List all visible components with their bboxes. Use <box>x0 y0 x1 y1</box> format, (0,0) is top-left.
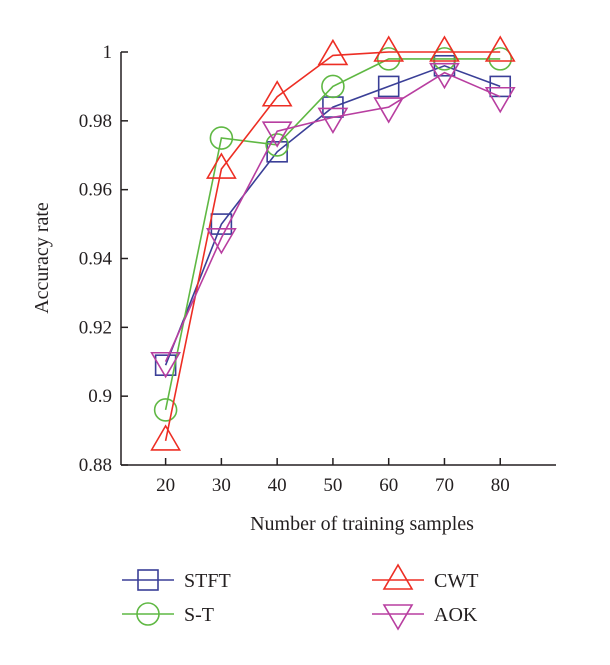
legend-label-s-t: S-T <box>184 604 214 626</box>
data-point-s-t <box>265 133 289 157</box>
x-tick-label: 20 <box>156 475 175 496</box>
data-point-cwt <box>317 38 349 66</box>
data-point-s-t <box>488 47 513 71</box>
legend-label-stft: STFT <box>184 570 231 592</box>
y-axis-label: Accuracy rate <box>31 202 53 314</box>
data-point-cwt <box>205 152 237 179</box>
y-tick-label: 0.88 <box>79 455 112 476</box>
x-tick-label: 30 <box>212 475 231 496</box>
data-point-s-t <box>153 398 178 422</box>
data-point-aok <box>373 97 405 124</box>
data-point-stft <box>210 213 233 235</box>
series-layer <box>150 35 516 451</box>
data-point-aok <box>261 121 293 148</box>
data-point-cwt <box>150 424 182 451</box>
x-tick-label: 60 <box>379 475 398 496</box>
legend-marker-stft <box>137 569 159 591</box>
legend-item-cwt: CWT <box>372 563 478 592</box>
data-point-cwt <box>373 35 405 62</box>
y-tick-label: 0.98 <box>79 111 112 132</box>
x-tick-label: 50 <box>323 475 342 496</box>
y-tick-label: 0.9 <box>88 386 112 407</box>
y-tick-label: 0.92 <box>79 317 112 338</box>
legend-marker-cwt <box>382 563 414 590</box>
x-tick-label: 80 <box>491 475 510 496</box>
y-tick-label: 1 <box>103 42 113 63</box>
y-tick-label: 0.94 <box>79 249 113 270</box>
data-point-s-t <box>321 74 345 99</box>
legend-marker-aok <box>382 604 414 631</box>
series-s-t <box>153 47 513 422</box>
series-line-s-t <box>164 58 501 411</box>
data-point-aok <box>429 62 460 90</box>
data-point-aok <box>484 86 516 114</box>
legend-item-stft: STFT <box>122 569 231 592</box>
series-cwt <box>150 35 516 451</box>
x-axis-label: Number of training samples <box>250 513 474 535</box>
x-tick-label: 70 <box>435 475 454 496</box>
data-point-s-t <box>376 47 401 71</box>
data-point-stft <box>433 54 456 77</box>
legend-label-cwt: CWT <box>434 570 478 592</box>
legend-marker-s-t <box>136 602 160 626</box>
data-point-aok <box>317 107 349 134</box>
data-point-cwt <box>484 35 516 62</box>
legend-item-s-t: S-T <box>122 602 214 626</box>
data-point-s-t <box>209 126 234 150</box>
data-point-stft <box>377 75 400 98</box>
series-stft <box>154 54 512 376</box>
data-point-s-t <box>432 47 457 71</box>
series-line-stft <box>164 64 501 366</box>
legend-item-aok: AOK <box>372 604 478 631</box>
data-point-cwt <box>261 80 293 107</box>
series-line-aok <box>164 71 501 363</box>
axes: 0.88 0.9 0.92 0.94 0.96 0.98 1 20 30 40 50 60 70 80 <box>79 42 556 496</box>
legend-label-aok: AOK <box>434 604 478 626</box>
y-tick-label: 0.96 <box>79 180 112 201</box>
legend: STFT S-T CWT AOK <box>122 563 478 631</box>
series-aok <box>150 62 516 379</box>
data-point-aok <box>205 228 237 255</box>
data-point-cwt <box>429 35 460 62</box>
x-tick-label: 40 <box>268 475 287 496</box>
data-point-aok <box>150 351 182 379</box>
series-line-cwt <box>164 51 501 442</box>
